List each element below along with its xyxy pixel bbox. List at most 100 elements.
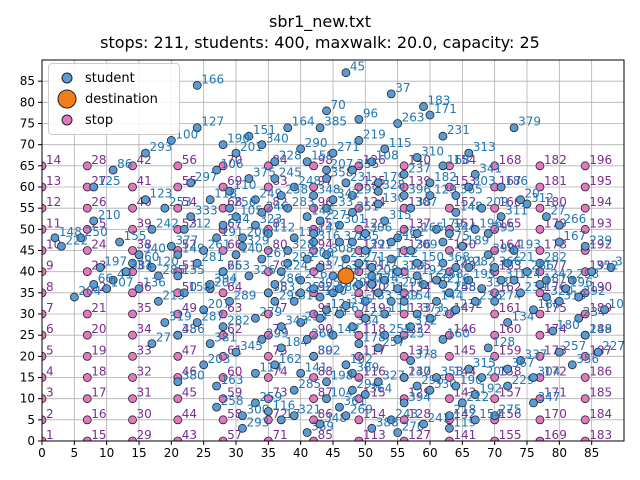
student-label: 253 — [169, 195, 192, 209]
student-point — [192, 123, 202, 133]
student-point — [470, 390, 480, 399]
student-label: 372 — [415, 314, 438, 328]
stop-point — [173, 351, 183, 361]
student-point — [380, 309, 390, 319]
student-point — [263, 288, 273, 298]
student-point — [231, 347, 241, 357]
student-point — [315, 216, 325, 226]
student-point — [509, 246, 519, 255]
student-label: 130 — [382, 191, 405, 205]
stop-label: 210 — [634, 153, 640, 167]
student-point — [444, 423, 454, 433]
student-point — [425, 313, 435, 323]
student-point — [328, 271, 338, 281]
stop-label: 19 — [91, 343, 106, 357]
student-point — [347, 322, 357, 332]
student-point — [406, 246, 416, 255]
stop-label: 88 — [318, 365, 333, 379]
student-label: 269 — [350, 403, 373, 417]
y-tick-label: 30 — [20, 307, 35, 321]
student-label: 222 — [65, 233, 88, 247]
student-label: 105 — [240, 204, 263, 218]
stop-point — [535, 394, 545, 404]
stop-label: 200 — [634, 365, 640, 379]
student-point — [451, 263, 461, 272]
stop-label: 169 — [544, 428, 567, 442]
student-point — [367, 279, 377, 289]
student-point — [412, 271, 422, 281]
student-point — [574, 292, 584, 302]
student-point — [341, 411, 351, 421]
stop-point — [218, 351, 228, 361]
student-label: 352 — [596, 259, 619, 273]
student-label: 190 — [460, 373, 483, 387]
student-point — [516, 356, 525, 365]
stop-point — [128, 246, 137, 255]
student-label: 207 — [208, 297, 231, 311]
student-point — [283, 123, 293, 133]
student-label: 168 — [447, 153, 470, 167]
student-point — [186, 178, 196, 188]
stop-point — [218, 309, 228, 319]
stop-point — [309, 330, 319, 340]
stop-point — [42, 394, 47, 404]
student-point — [218, 220, 228, 230]
student-label: 191 — [221, 225, 244, 239]
student-label: 212 — [369, 305, 392, 319]
stop-label: 196 — [589, 153, 612, 167]
student-label: 141 — [305, 360, 328, 374]
stop-point — [354, 330, 364, 340]
student-point — [244, 131, 254, 141]
student-label: 209 — [415, 238, 438, 252]
student-label: 224 — [285, 259, 308, 273]
stop-point — [218, 161, 228, 171]
student-point — [438, 161, 448, 171]
student-label: 136 — [143, 276, 166, 290]
student-point — [386, 237, 396, 247]
student-label: 142 — [337, 322, 360, 336]
stop-label: 6 — [46, 322, 54, 336]
student-marker-icon — [57, 72, 77, 84]
student-point — [412, 229, 422, 238]
student-point — [438, 258, 448, 268]
student-label: 248 — [298, 174, 321, 188]
y-tick-label: 25 — [20, 328, 35, 342]
student-point — [270, 279, 280, 289]
student-point — [360, 296, 370, 306]
student-label: 396 — [408, 182, 431, 196]
student-label: 171 — [434, 102, 457, 116]
student-label: 227 — [602, 339, 625, 353]
x-tick-label: 5 — [71, 446, 79, 460]
student-label: 104 — [331, 386, 354, 400]
student-point — [50, 233, 60, 243]
stop-label: 4 — [46, 365, 54, 379]
student-point — [464, 182, 474, 192]
student-label: 282 — [544, 250, 567, 264]
student-point — [341, 178, 351, 188]
stop-label: 31 — [137, 386, 152, 400]
stop-point — [626, 289, 634, 297]
student-point — [490, 411, 500, 421]
stop-point — [82, 203, 92, 213]
student-point — [419, 419, 428, 429]
stop-label: 15 — [91, 428, 106, 442]
student-point — [141, 195, 150, 205]
student-label: 119 — [453, 415, 476, 429]
stop-label: 201 — [634, 343, 640, 357]
student-label: 329 — [246, 233, 269, 247]
student-label: 37 — [395, 81, 410, 95]
stop-label: 64 — [227, 280, 242, 294]
stop-label: 203 — [634, 301, 640, 315]
stop-point — [490, 288, 500, 298]
stop-point — [128, 203, 137, 213]
student-point — [580, 241, 590, 251]
student-point — [89, 182, 99, 192]
stop-point — [535, 182, 545, 192]
student-point — [199, 246, 209, 255]
y-tick-label: 15 — [20, 371, 35, 385]
student-label: 107 — [111, 276, 134, 290]
stop-point — [82, 161, 92, 171]
student-point — [296, 144, 306, 154]
student-point — [244, 174, 254, 183]
stop-point — [128, 182, 137, 192]
